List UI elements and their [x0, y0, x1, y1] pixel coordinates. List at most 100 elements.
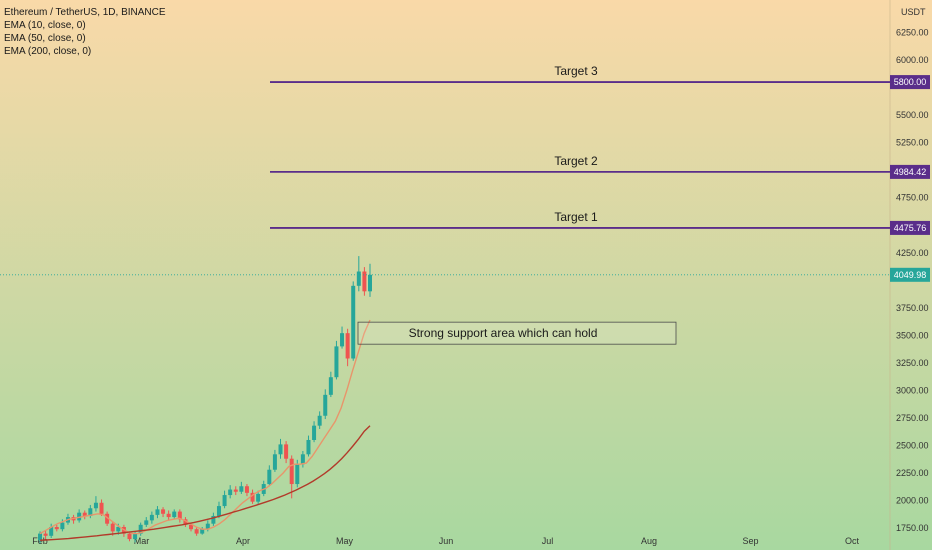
target-price-tag — [890, 220, 930, 235]
candle-body — [172, 511, 177, 518]
symbol-title: Ethereum / TetherUS, 1D, BINANCE — [4, 7, 166, 18]
candle-body — [149, 514, 154, 521]
price-tick-label: 1750.00 — [896, 523, 929, 533]
candle-body — [272, 454, 277, 470]
price-tick-label: 6250.00 — [896, 28, 929, 38]
candles-group — [38, 256, 372, 544]
indicator-ema10: EMA (10, close, 0) — [4, 20, 86, 31]
candle-body — [328, 377, 333, 395]
candle-body — [155, 509, 160, 515]
candle-body — [239, 486, 244, 492]
candle-body — [127, 533, 132, 540]
time-tick-label: Oct — [845, 536, 860, 546]
time-tick-label: Mar — [134, 536, 150, 546]
candle-body — [222, 495, 227, 507]
indicator-ema200: EMA (200, close, 0) — [4, 46, 92, 57]
candle-body — [105, 513, 110, 524]
candle-body — [189, 524, 194, 530]
support-area-label: Strong support area which can hold — [409, 326, 598, 340]
target-price-tag — [890, 75, 930, 90]
candle-body — [110, 523, 115, 532]
candle-body — [116, 526, 121, 532]
candle-body — [194, 529, 199, 534]
price-tick-label: 3250.00 — [896, 358, 929, 368]
candle-body — [267, 469, 272, 485]
candle-body — [368, 274, 372, 292]
currency-label: USDT — [901, 7, 926, 17]
candle-body — [82, 512, 87, 516]
price-tick-label: 6000.00 — [896, 55, 929, 65]
candle-body — [161, 509, 166, 514]
indicator-ema50: EMA (50, close, 0) — [4, 33, 86, 44]
candle-body — [183, 519, 188, 525]
candle-body — [340, 333, 345, 347]
candle-body — [345, 333, 350, 359]
time-tick-label: Jul — [542, 536, 554, 546]
target-price-label: 5800.00 — [894, 77, 927, 87]
target-label: Target 1 — [554, 210, 598, 224]
time-tick-label: May — [336, 536, 354, 546]
price-tick-label: 4750.00 — [896, 193, 929, 203]
price-tick-label: 2250.00 — [896, 468, 929, 478]
candle-body — [133, 533, 138, 540]
candle-body — [233, 489, 238, 492]
candle-body — [38, 533, 42, 541]
candle-body — [256, 493, 261, 502]
time-tick-label: Sep — [742, 536, 758, 546]
ema50-line — [39, 425, 371, 541]
support-area-box — [357, 321, 677, 345]
current-price-tag — [890, 267, 930, 282]
candle-body — [323, 394, 328, 416]
candle-body — [295, 464, 300, 485]
candle-body — [317, 415, 322, 426]
candle-body — [43, 533, 48, 536]
time-tick-label: Aug — [641, 536, 657, 546]
candle-body — [200, 529, 205, 534]
ema10-line — [39, 319, 371, 535]
target-label: Target 3 — [554, 64, 598, 78]
candle-body — [289, 458, 294, 485]
candle-body — [77, 512, 82, 521]
candle-body — [300, 454, 305, 465]
price-tick-label: 2500.00 — [896, 440, 929, 450]
target-price-label: 4984.42 — [894, 167, 927, 177]
time-tick-label: Jun — [439, 536, 454, 546]
candle-body — [362, 271, 367, 292]
candle-body — [334, 346, 339, 378]
candle-body — [144, 520, 149, 525]
candle-body — [211, 515, 216, 524]
price-tick-label: 2750.00 — [896, 413, 929, 423]
chart-legend: Ethereum / TetherUS, 1D, BINANCE EMA (10… — [4, 6, 166, 58]
price-tick-label: 3000.00 — [896, 385, 929, 395]
candle-body — [284, 444, 289, 459]
candle-body — [351, 285, 356, 359]
candle-body — [356, 271, 361, 286]
candle-body — [138, 524, 143, 534]
current-price-label: 4049.98 — [894, 270, 927, 280]
candle-body — [228, 489, 233, 496]
price-tick-label: 2000.00 — [896, 496, 929, 506]
candle-body — [93, 502, 98, 509]
candle-body — [177, 511, 182, 520]
candle-body — [166, 513, 171, 518]
candle-body — [88, 508, 93, 516]
candle-body — [49, 526, 54, 536]
target-price-label: 4475.76 — [894, 223, 927, 233]
candle-body — [306, 439, 311, 455]
candle-body — [60, 522, 65, 530]
candle-body — [244, 486, 249, 493]
target-label: Target 2 — [554, 154, 598, 168]
candle-body — [54, 526, 59, 530]
price-tick-label: 3750.00 — [896, 303, 929, 313]
candle-body — [312, 425, 317, 440]
target-price-tag — [890, 164, 930, 179]
candle-body — [216, 506, 221, 516]
time-tick-label: Apr — [236, 536, 250, 546]
candle-body — [99, 502, 104, 514]
price-tick-label: 4250.00 — [896, 248, 929, 258]
price-tick-label: 5500.00 — [896, 110, 929, 120]
price-tick-label: 3500.00 — [896, 330, 929, 340]
candle-body — [205, 523, 210, 530]
